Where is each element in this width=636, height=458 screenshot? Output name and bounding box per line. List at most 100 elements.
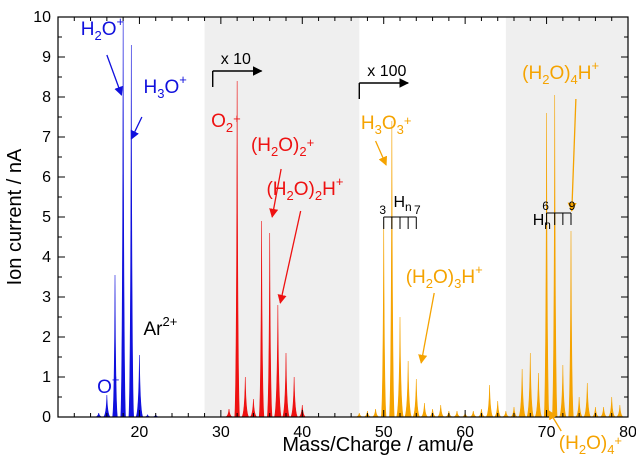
comb-end-label: 9 xyxy=(569,199,576,213)
peak-orange-m53 xyxy=(404,360,412,417)
y-tick-label: 2 xyxy=(42,329,51,346)
peak-orange-m54 xyxy=(412,378,421,417)
annotation-7: (H2O)2H+ xyxy=(266,174,343,304)
annotation-arrow xyxy=(418,292,435,364)
peak-orange-m75 xyxy=(583,382,592,417)
multiplier-label: x 100 xyxy=(367,63,406,80)
annotation-arrow xyxy=(130,116,143,140)
peak-orange-m77 xyxy=(600,406,608,417)
peak-orange-m71 xyxy=(552,94,558,417)
label-text: H2O+ xyxy=(81,14,124,43)
y-axis-label: Ion current / nA xyxy=(4,148,26,285)
peak-red-m34 xyxy=(249,398,258,417)
peak-orange-m67 xyxy=(518,368,526,417)
peak-orange-m57 xyxy=(437,404,445,417)
label-text: O+ xyxy=(97,372,119,398)
y-tick-label: 0 xyxy=(42,409,51,426)
peak-orange-m79 xyxy=(616,404,624,417)
peak-blue-m19 xyxy=(128,44,134,417)
shaded-range-2 xyxy=(505,17,628,417)
comb-end-label: 7 xyxy=(414,203,421,217)
annotation-arrow xyxy=(374,140,388,166)
peak-blue-m20 xyxy=(135,354,144,417)
peak-orange-m72 xyxy=(559,364,567,417)
peak-orange-m64 xyxy=(494,400,502,417)
annotation-10: (H2O)4H+ xyxy=(522,58,599,212)
x-tick-label: 60 xyxy=(456,424,474,441)
series-orange xyxy=(355,94,624,417)
y-tick-label: 4 xyxy=(42,249,51,266)
annotation-8: H3O3+ xyxy=(361,113,412,166)
y-tick-label: 1 xyxy=(42,369,51,386)
peak-red-m36 xyxy=(267,232,273,417)
peak-orange-m52 xyxy=(396,316,404,417)
peak-red-m33 xyxy=(241,376,250,417)
peak-orange-m73 xyxy=(568,230,574,417)
annotations: H2O+ H3O+ Ar2+ O+ O2+ (H2O)2+ (H2O)2H+ H3O3+ (H2… xyxy=(81,14,622,457)
x-tick-label: 30 xyxy=(212,424,230,441)
annotation-arrow xyxy=(106,54,123,96)
multiplier-label: x 10 xyxy=(221,51,251,68)
peak-orange-m50 xyxy=(381,220,387,417)
peak-red-m32 xyxy=(234,80,240,417)
axes: 20 30 40 50 60 70 80 0 1 2 3 4 5 6 7 8 9 10 xyxy=(33,9,636,441)
comb-label: Hn xyxy=(393,194,411,214)
peak-blue-m16 xyxy=(102,394,111,417)
peak-orange-m74 xyxy=(575,396,584,417)
y-tick-label: 10 xyxy=(33,9,51,26)
label-text: (H2O)4+ xyxy=(559,433,622,457)
peak-orange-m49 xyxy=(372,408,380,417)
peak-red-m38 xyxy=(282,352,290,417)
y-tick-label: 5 xyxy=(42,209,51,226)
x-tick-label: 80 xyxy=(619,424,636,441)
annotation-3: Ar2+ xyxy=(144,314,178,340)
label-text: (H2O)3H+ xyxy=(406,262,483,291)
peak-orange-m55 xyxy=(420,402,428,417)
annotation-arrow xyxy=(277,210,302,304)
peak-red-m37 xyxy=(274,304,282,417)
annotation-arrow xyxy=(269,168,282,218)
x-tick-label: 40 xyxy=(293,424,311,441)
peak-orange-m59 xyxy=(453,410,461,417)
multiplier-1: x 10 xyxy=(212,51,263,87)
label-text: O2+ xyxy=(211,111,241,135)
annotation-arrow xyxy=(567,98,577,212)
peak-blue-m18 xyxy=(120,17,126,417)
comb-label: Hn xyxy=(533,212,551,232)
multiplier-2: x 100 xyxy=(358,63,410,99)
label-text: (H2O)2+ xyxy=(251,135,314,159)
x-tick-label: 50 xyxy=(375,424,393,441)
hn-comb-1: 3 7Hn xyxy=(379,194,421,229)
annotation-9: (H2O)3H+ xyxy=(406,262,483,364)
label-text: H3O+ xyxy=(144,72,187,101)
peak-orange-m63 xyxy=(485,384,494,417)
x-tick-label: 70 xyxy=(538,424,556,441)
comb-start-label: 3 xyxy=(379,203,386,217)
annotation-2: H3O+ xyxy=(130,72,187,140)
y-tick-label: 6 xyxy=(42,169,51,186)
peak-orange-m78 xyxy=(607,396,616,417)
peak-red-m39 xyxy=(290,376,298,417)
label-text: (H2O)4H+ xyxy=(522,58,599,87)
annotation-5: O2+ xyxy=(211,111,241,135)
y-tick-label: 3 xyxy=(42,289,51,306)
annotation-4: O+ xyxy=(97,372,119,398)
peak-orange-m66 xyxy=(510,406,518,417)
hn-comb-2: 6 9 Hn xyxy=(533,199,576,232)
series-blue xyxy=(95,17,160,417)
label-text: H3O3+ xyxy=(361,113,412,137)
shaded-range-1 xyxy=(204,17,360,417)
comb-start-label: 6 xyxy=(542,199,549,213)
annotation-arrow xyxy=(548,410,562,432)
peak-blue-m17 xyxy=(112,274,118,417)
label-text: Ar2+ xyxy=(144,314,178,340)
label-text: (H2O)2H+ xyxy=(266,174,343,203)
annotation-6: (H2O)2+ xyxy=(251,135,314,218)
peak-red-m35 xyxy=(258,220,265,417)
annotation-11: (H2O)4+ xyxy=(548,410,622,457)
x-tick-label: 20 xyxy=(131,424,149,441)
shaded-regions xyxy=(204,17,628,417)
x-axis-label: Mass/Charge / amu/e xyxy=(282,434,473,456)
peak-orange-m61 xyxy=(469,410,477,417)
